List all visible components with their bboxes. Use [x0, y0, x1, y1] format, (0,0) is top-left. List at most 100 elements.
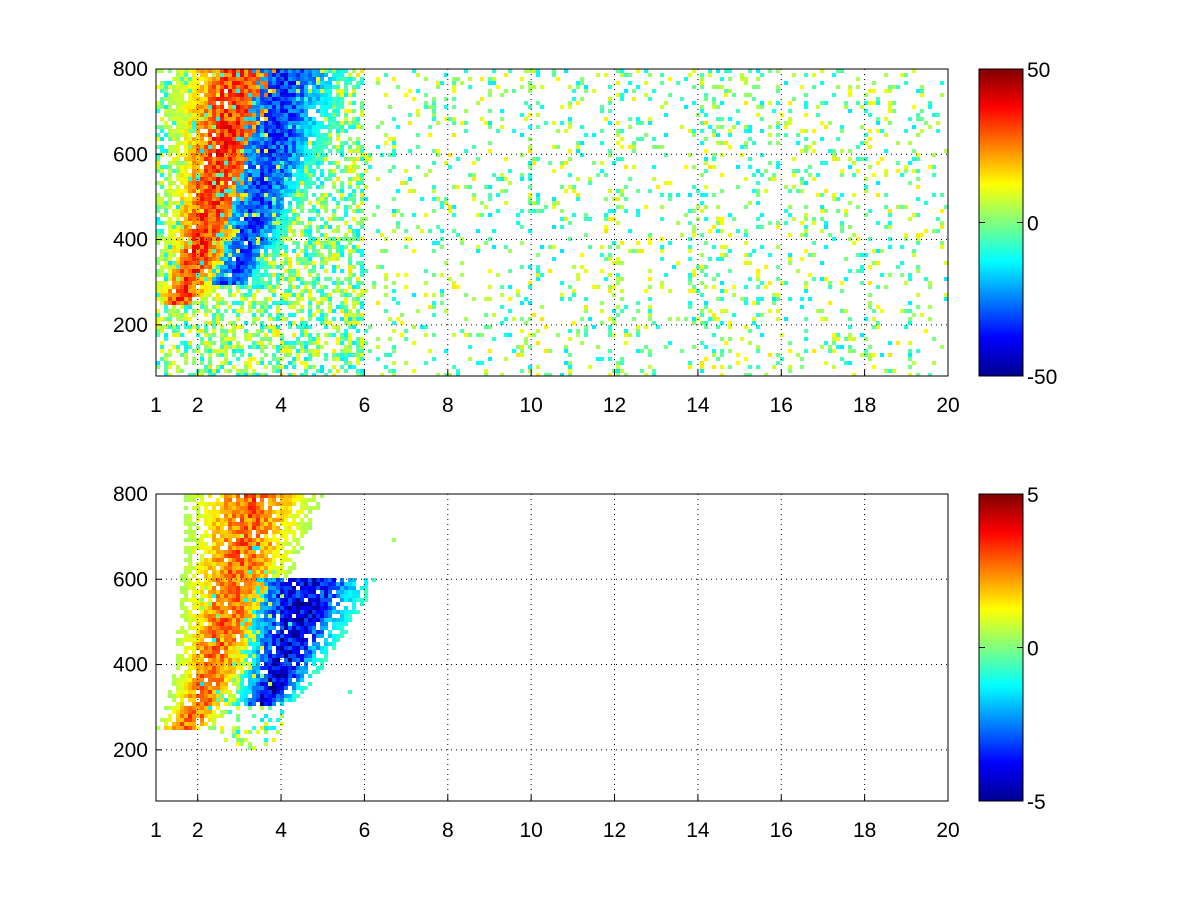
heatmap-cell	[848, 361, 852, 365]
heatmap-cell	[252, 321, 256, 325]
heatmap-cell	[312, 73, 316, 77]
heatmap-cell	[328, 369, 332, 373]
heatmap-cell	[868, 357, 872, 361]
heatmap-cell	[240, 369, 244, 373]
heatmap-cell	[336, 201, 340, 205]
heatmap-cell	[224, 109, 228, 113]
heatmap-cell	[944, 205, 948, 209]
heatmap-cell	[264, 157, 268, 161]
heatmap-cell	[256, 253, 260, 257]
heatmap-cell	[500, 173, 504, 177]
heatmap-cell	[280, 69, 284, 73]
heatmap-cell	[244, 181, 248, 185]
heatmap-cell	[836, 197, 840, 201]
heatmap-cell	[164, 221, 168, 225]
heatmap-cell	[196, 590, 200, 594]
heatmap-cell	[544, 325, 548, 329]
heatmap-cell	[816, 113, 820, 117]
heatmap-cell	[736, 229, 740, 233]
heatmap-cell	[208, 233, 212, 237]
heatmap-cell	[520, 113, 524, 117]
heatmap-cell	[576, 81, 580, 85]
heatmap-cell	[252, 113, 256, 117]
heatmap-cell	[232, 141, 236, 145]
heatmap-cell	[768, 101, 772, 105]
heatmap-cell	[356, 309, 360, 313]
heatmap-cell	[336, 69, 340, 73]
heatmap-cell	[164, 257, 168, 261]
heatmap-cell	[540, 85, 544, 89]
heatmap-cell	[232, 177, 236, 181]
heatmap-cell	[720, 349, 724, 353]
heatmap-cell	[244, 361, 248, 365]
heatmap-cell	[428, 105, 432, 109]
heatmap-cell	[536, 265, 540, 269]
heatmap-cell	[352, 197, 356, 201]
heatmap-cell	[208, 101, 212, 105]
heatmap-cell	[692, 229, 696, 233]
heatmap-cell	[736, 109, 740, 113]
heatmap-cell	[332, 317, 336, 321]
heatmap-cell	[920, 117, 924, 121]
heatmap-cell	[348, 277, 352, 281]
heatmap-cell	[168, 690, 172, 694]
heatmap-cell	[260, 265, 264, 269]
heatmap-cell	[692, 69, 696, 73]
heatmap-cell	[172, 682, 176, 686]
heatmap-cell	[256, 333, 260, 337]
heatmap-cell	[428, 349, 432, 353]
heatmap-cell	[424, 269, 428, 273]
heatmap-cell	[752, 173, 756, 177]
heatmap-cell	[748, 365, 752, 369]
heatmap-cell	[228, 225, 232, 229]
heatmap-cell	[584, 325, 588, 329]
heatmap-cell	[520, 329, 524, 333]
heatmap-cell	[312, 93, 316, 97]
heatmap-cell	[648, 317, 652, 321]
heatmap-cell	[264, 309, 268, 313]
heatmap-cell	[188, 257, 192, 261]
heatmap-cell	[396, 221, 400, 225]
heatmap-cell	[784, 125, 788, 129]
heatmap-cell	[200, 658, 204, 662]
heatmap-cell	[260, 309, 264, 313]
heatmap-cell	[304, 141, 308, 145]
heatmap-cell	[364, 269, 368, 273]
heatmap-cell	[340, 281, 344, 285]
heatmap-cell	[236, 77, 240, 81]
heatmap-cell	[256, 273, 260, 277]
heatmap-cell	[216, 241, 220, 245]
heatmap-cell	[296, 309, 300, 313]
heatmap-cell	[180, 269, 184, 273]
heatmap-cell	[272, 213, 276, 217]
heatmap-cell	[704, 285, 708, 289]
heatmap-cell	[232, 77, 236, 81]
heatmap-cell	[336, 253, 340, 257]
heatmap-cell	[192, 277, 196, 281]
heatmap-cell	[556, 77, 560, 81]
heatmap-cell	[320, 121, 324, 125]
heatmap-cell	[608, 245, 612, 249]
heatmap-cell	[292, 193, 296, 197]
heatmap-cell	[208, 85, 212, 89]
heatmap-cell	[408, 237, 412, 241]
heatmap-cell	[268, 193, 272, 197]
heatmap-cell	[240, 237, 244, 241]
heatmap-cell	[236, 357, 240, 361]
heatmap-cell	[188, 97, 192, 101]
heatmap-cell	[156, 229, 160, 233]
heatmap-cell	[272, 285, 276, 289]
heatmap-cell	[268, 213, 272, 217]
heatmap-cell	[888, 221, 892, 225]
heatmap-cell	[424, 77, 428, 81]
heatmap-cell	[216, 109, 220, 113]
heatmap-cell	[260, 285, 264, 289]
heatmap-cell	[272, 145, 276, 149]
heatmap-cell	[276, 365, 280, 369]
heatmap-cell	[200, 201, 204, 205]
heatmap-cell	[328, 113, 332, 117]
heatmap-cell	[872, 81, 876, 85]
heatmap-cell	[228, 245, 232, 249]
heatmap-cell	[412, 341, 416, 345]
